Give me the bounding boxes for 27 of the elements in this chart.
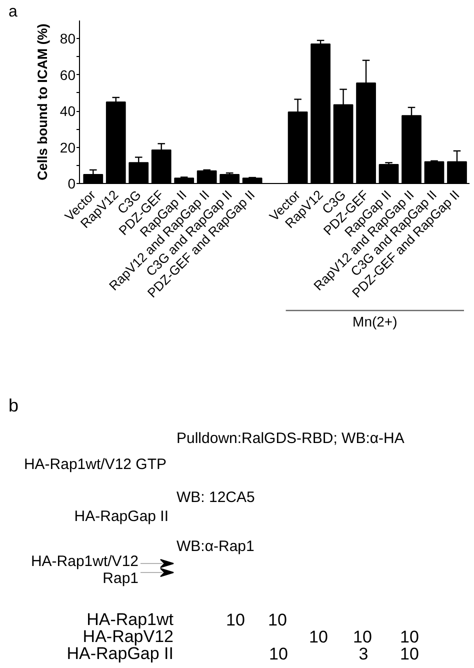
text: 10: [353, 628, 372, 646]
text: 10: [268, 610, 287, 630]
text: Rap1: [102, 570, 138, 587]
text: Mn(2+): [352, 314, 398, 330]
y-tick-label: 80: [60, 30, 76, 47]
text: 10: [400, 644, 419, 664]
text: 3: [358, 644, 368, 664]
text: WB:α-Rap1: [176, 538, 254, 555]
text: HA-Rap1wt/V12: [30, 553, 139, 570]
text: HA-RapV12: [82, 627, 174, 646]
text: HA-Rap1wt: [86, 610, 174, 629]
y-tick-label: 0: [68, 176, 76, 192]
text: 10: [226, 610, 245, 630]
text: HA-RapGap II: [74, 508, 169, 525]
text: b: [8, 396, 19, 416]
text: 10: [309, 628, 328, 646]
text: HA-Rap1wt/V12 GTP: [24, 456, 167, 473]
text: 10: [400, 628, 419, 646]
text: HA-RapGap II: [66, 644, 174, 663]
y-tick-label: 60: [60, 66, 76, 83]
y-axis-title: Cells bound to ICAM (%): [34, 24, 50, 180]
text: 10: [269, 644, 288, 664]
y-tick-label: 40: [60, 103, 76, 120]
text: a: [8, 4, 18, 20]
text: WB: 12CA5: [176, 489, 255, 506]
text: Pulldown:RalGDS-RBD; WB:α-HA: [176, 430, 404, 447]
y-tick-label: 20: [60, 139, 76, 156]
